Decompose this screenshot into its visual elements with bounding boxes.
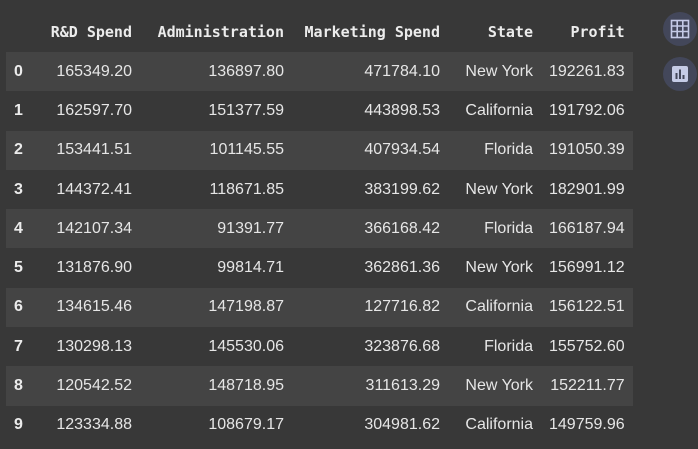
- row-index: 5: [14, 259, 23, 277]
- table-row: 1 162597.70 151377.59 443898.53 Californ…: [6, 91, 633, 131]
- cell-marketing-spend: 127716.82: [364, 298, 440, 316]
- column-header-state: State: [487, 23, 533, 41]
- cell-rd-spend: 123334.88: [56, 416, 132, 434]
- cell-profit: 149759.96: [549, 416, 625, 434]
- cell-administration: 147198.87: [208, 298, 284, 316]
- cell-profit: 152211.77: [550, 377, 625, 395]
- row-index: 9: [14, 416, 23, 434]
- row-index: 7: [14, 337, 23, 355]
- cell-marketing-spend: 362861.36: [364, 259, 440, 277]
- convert-to-interactive-table-button[interactable]: [663, 12, 697, 46]
- cell-rd-spend: 165349.20: [56, 62, 132, 80]
- cell-state: New York: [465, 259, 533, 277]
- cell-rd-spend: 144372.41: [56, 180, 132, 198]
- cell-marketing-spend: 443898.53: [364, 101, 440, 119]
- row-index: 1: [14, 101, 23, 119]
- cell-marketing-spend: 407934.54: [364, 141, 440, 159]
- column-header-administration: Administration: [157, 23, 284, 41]
- cell-administration: 148718.95: [208, 377, 284, 395]
- cell-marketing-spend: 366168.42: [364, 219, 440, 237]
- row-index: 4: [14, 219, 23, 237]
- cell-administration: 118671.85: [209, 180, 284, 198]
- cell-state: California: [465, 298, 533, 316]
- cell-marketing-spend: 471784.10: [364, 62, 440, 80]
- cell-administration: 151377.59: [208, 101, 284, 119]
- table-row: 3 144372.41 118671.85 383199.62 New York…: [6, 169, 633, 210]
- cell-state: California: [465, 416, 533, 434]
- cell-profit: 155752.60: [549, 337, 625, 355]
- table-row: 8 120542.52 148718.95 311613.29 New York…: [6, 366, 633, 406]
- cell-state: Florida: [484, 219, 533, 237]
- cell-administration: 99814.71: [217, 259, 284, 277]
- cell-profit: 192261.83: [549, 62, 625, 80]
- row-index: 2: [14, 141, 23, 159]
- cell-state: New York: [465, 62, 533, 80]
- cell-rd-spend: 162597.70: [56, 101, 132, 119]
- suggest-charts-button[interactable]: [663, 57, 697, 91]
- table-icon: [669, 18, 691, 40]
- dataframe-table: R&D Spend Administration Marketing Spend…: [6, 12, 633, 445]
- cell-administration: 101145.55: [209, 141, 284, 159]
- cell-administration: 145530.06: [208, 337, 284, 355]
- column-header-profit: Profit: [570, 23, 625, 41]
- cell-profit: 156122.51: [549, 298, 625, 316]
- column-header-rd-spend: R&D Spend: [50, 23, 132, 41]
- row-index: 3: [14, 180, 23, 198]
- cell-marketing-spend: 383199.62: [364, 180, 440, 198]
- cell-marketing-spend: 304981.62: [364, 416, 440, 434]
- cell-marketing-spend: 323876.68: [364, 337, 440, 355]
- cell-rd-spend: 153441.51: [56, 141, 132, 159]
- cell-state: California: [465, 101, 533, 119]
- cell-profit: 191050.39: [549, 141, 625, 159]
- row-index: 8: [14, 377, 23, 395]
- table-row: 9 123334.88 108679.17 304981.62 Californ…: [6, 405, 633, 445]
- cell-state: Florida: [484, 141, 533, 159]
- cell-profit: 156991.12: [549, 259, 625, 277]
- cell-profit: 191792.06: [549, 101, 625, 119]
- cell-state: New York: [465, 180, 533, 198]
- cell-administration: 136897.80: [208, 62, 284, 80]
- cell-state: Florida: [484, 337, 533, 355]
- table-row: 4 142107.34 91391.77 366168.42 Florida 1…: [6, 209, 633, 249]
- table-row: 2 153441.51 101145.55 407934.54 Florida …: [6, 130, 633, 170]
- cell-state: New York: [465, 377, 533, 395]
- cell-administration: 108679.17: [208, 416, 284, 434]
- column-header-index: [6, 12, 38, 52]
- header-row: R&D Spend Administration Marketing Spend…: [6, 12, 633, 52]
- cell-rd-spend: 120542.52: [56, 377, 132, 395]
- cell-administration: 91391.77: [217, 219, 284, 237]
- cell-rd-spend: 130298.13: [56, 337, 132, 355]
- column-header-marketing-spend: Marketing Spend: [304, 23, 440, 41]
- cell-profit: 182901.99: [549, 180, 625, 198]
- row-index: 0: [14, 62, 23, 80]
- cell-rd-spend: 131876.90: [56, 259, 132, 277]
- cell-profit: 166187.94: [549, 219, 625, 237]
- table-row: 0 165349.20 136897.80 471784.10 New York…: [6, 52, 633, 92]
- cell-rd-spend: 134615.46: [56, 298, 132, 316]
- row-index: 6: [14, 298, 23, 316]
- table-row: 5 131876.90 99814.71 362861.36 New York …: [6, 248, 633, 288]
- cell-marketing-spend: 311613.29: [365, 377, 440, 395]
- cell-rd-spend: 142107.34: [56, 219, 132, 237]
- table-row: 6 134615.46 147198.87 127716.82 Californ…: [6, 287, 633, 328]
- table-row: 7 130298.13 145530.06 323876.68 Florida …: [6, 327, 633, 367]
- bar-chart-icon: [670, 64, 690, 84]
